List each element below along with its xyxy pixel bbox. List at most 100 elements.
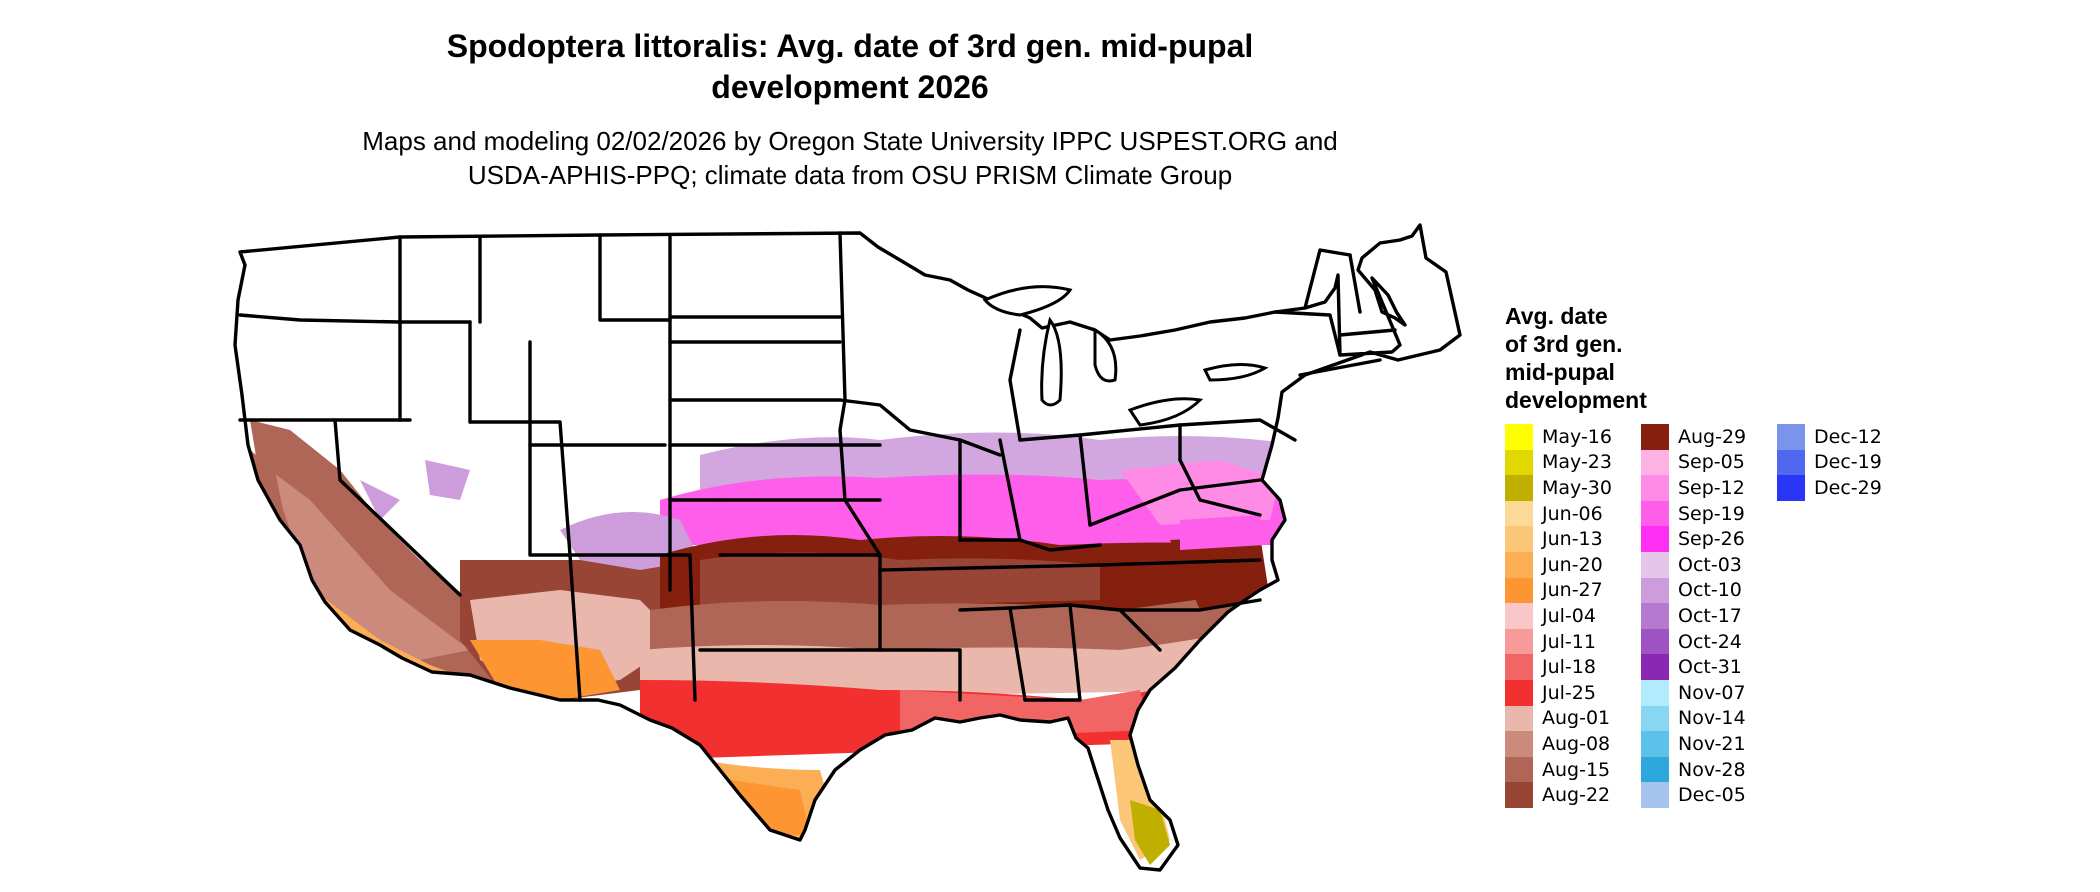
legend-label: Sep-26 [1678,528,1745,551]
legend-swatch [1641,577,1669,604]
legend-swatch [1641,475,1669,501]
legend-columns: May-16 May-23 May-30 Jun-06 Jun-13 Jun-20 Jun-… [1505,424,1903,808]
legend-item: Aug-01 [1505,705,1631,732]
legend-item: Jun-13 [1505,526,1631,552]
legend-item: Jul-04 [1505,603,1631,629]
legend-label: Aug-29 [1678,425,1747,448]
legend-swatch [1641,782,1669,808]
legend-title-line1: Avg. date [1505,303,1608,329]
legend-swatch [1505,628,1533,655]
legend-label: May-16 [1542,425,1612,448]
legend-item: Dec-29 [1777,475,1903,501]
legend-swatch [1641,500,1669,527]
legend-label: Dec-12 [1814,425,1882,448]
legend-swatch [1641,654,1669,680]
legend-label: Jun-27 [1542,579,1603,602]
legend-label: Dec-19 [1814,451,1882,474]
legend-label: Jun-20 [1542,553,1603,576]
legend-item: Nov-07 [1641,679,1767,706]
legend-label: Sep-05 [1678,451,1745,474]
legend-swatch [1641,679,1669,706]
legend-item: Oct-03 [1641,551,1767,578]
legend-item: Nov-28 [1641,756,1767,783]
legend: Avg. date of 3rd gen. mid-pupal developm… [1505,302,1903,808]
legend-swatch [1505,475,1533,501]
legend-item: Dec-19 [1777,449,1903,476]
map-title-line2: development 2026 [711,69,989,105]
legend-label: Oct-03 [1678,553,1742,576]
legend-label: Jul-11 [1542,630,1596,653]
legend-label: Aug-08 [1542,732,1611,755]
legend-swatch [1777,475,1805,501]
legend-swatch [1505,705,1533,732]
legend-item: Sep-12 [1641,475,1767,501]
map-subtitle-line2: USDA-APHIS-PPQ; climate data from OSU PR… [467,160,1233,190]
legend-label: Sep-12 [1678,476,1745,499]
legend-label: Oct-17 [1678,604,1742,627]
legend-swatch [1641,628,1669,655]
legend-item: Jun-27 [1505,577,1631,604]
legend-swatch [1505,782,1533,808]
legend-label: Jun-13 [1542,528,1603,551]
legend-column: May-16 May-23 May-30 Jun-06 Jun-13 Jun-20 Jun-… [1505,424,1631,808]
legend-label: Jul-25 [1542,681,1596,704]
legend-title-line3: mid-pupal [1505,359,1615,385]
legend-label: Jun-06 [1542,502,1603,525]
legend-item: Nov-14 [1641,705,1767,732]
legend-swatch [1505,577,1533,604]
map-subtitle-line1: Maps and modeling 02/02/2026 by Oregon S… [362,126,1338,156]
legend-label: Sep-19 [1678,502,1745,525]
legend-label: Dec-05 [1678,784,1746,807]
legend-swatch [1777,424,1805,450]
legend-column: Dec-12 Dec-19 Dec-29 [1777,424,1903,808]
legend-label: Nov-21 [1678,732,1746,755]
legend-item: Dec-05 [1641,782,1767,808]
legend-label: May-30 [1542,476,1612,499]
legend-label: Nov-14 [1678,707,1746,730]
legend-item: Nov-21 [1641,731,1767,757]
legend-swatch [1641,551,1669,578]
legend-swatch [1641,424,1669,450]
map-title: Spodoptera littoralis: Avg. date of 3rd … [330,26,1370,108]
legend-item: Aug-22 [1505,782,1631,808]
legend-item: Oct-31 [1641,654,1767,680]
legend-label: Aug-01 [1542,707,1611,730]
legend-item: Aug-29 [1641,424,1767,450]
legend-item: Oct-17 [1641,603,1767,629]
legend-swatch [1505,679,1533,706]
legend-swatch [1641,449,1669,476]
legend-swatch [1505,526,1533,552]
legend-swatch [1777,449,1805,476]
legend-swatch [1505,654,1533,680]
legend-swatch [1505,731,1533,757]
legend-item: Jul-25 [1505,679,1631,706]
legend-title-line2: of 3rd gen. [1505,331,1623,357]
legend-swatch [1641,603,1669,629]
map-title-line1: Spodoptera littoralis: Avg. date of 3rd … [446,28,1254,64]
legend-label: Jul-18 [1542,656,1596,679]
legend-swatch [1641,526,1669,552]
legend-label: Oct-10 [1678,579,1742,602]
legend-item: Jul-18 [1505,654,1631,680]
legend-item: Dec-12 [1777,424,1903,450]
legend-label: Oct-24 [1678,630,1742,653]
legend-item: Jul-11 [1505,628,1631,655]
legend-item: Jun-06 [1505,500,1631,527]
legend-title-line4: development [1505,387,1647,413]
legend-label: Jul-04 [1542,604,1596,627]
legend-swatch [1505,500,1533,527]
map-subtitle: Maps and modeling 02/02/2026 by Oregon S… [300,124,1400,192]
legend-swatch [1505,551,1533,578]
legend-item: Sep-05 [1641,449,1767,476]
legend-item: Jun-20 [1505,551,1631,578]
legend-label: Oct-31 [1678,656,1742,679]
legend-label: Aug-15 [1542,758,1611,781]
legend-item: Sep-26 [1641,526,1767,552]
legend-swatch [1505,449,1533,476]
legend-item: Aug-08 [1505,731,1631,757]
legend-title: Avg. date of 3rd gen. mid-pupal developm… [1505,302,1903,414]
legend-swatch [1505,603,1533,629]
legend-label: Dec-29 [1814,476,1882,499]
legend-item: May-23 [1505,449,1631,476]
